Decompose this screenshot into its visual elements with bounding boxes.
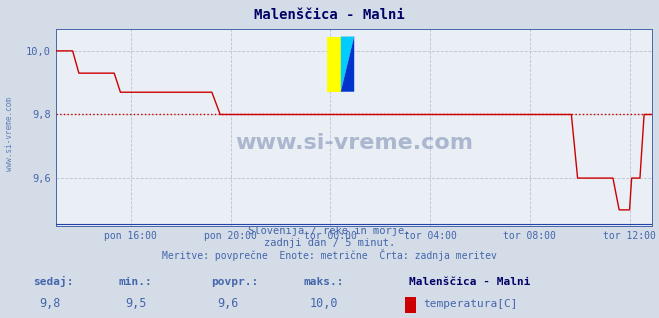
Text: povpr.:: povpr.: xyxy=(211,277,258,287)
Text: maks.:: maks.: xyxy=(303,277,343,287)
Bar xyxy=(328,37,341,92)
Text: Malenščica - Malni: Malenščica - Malni xyxy=(409,277,530,287)
Text: sedaj:: sedaj: xyxy=(33,276,73,287)
Polygon shape xyxy=(341,37,355,92)
Text: Slovenija / reke in morje.: Slovenija / reke in morje. xyxy=(248,226,411,236)
Text: www.si-vreme.com: www.si-vreme.com xyxy=(235,133,473,153)
Text: zadnji dan / 5 minut.: zadnji dan / 5 minut. xyxy=(264,238,395,248)
Text: 9,5: 9,5 xyxy=(125,297,146,310)
Text: 10,0: 10,0 xyxy=(310,297,338,310)
Text: temperatura[C]: temperatura[C] xyxy=(423,299,517,309)
Text: Meritve: povprečne  Enote: metrične  Črta: zadnja meritev: Meritve: povprečne Enote: metrične Črta:… xyxy=(162,249,497,261)
Text: Malenščica - Malni: Malenščica - Malni xyxy=(254,8,405,22)
Text: min.:: min.: xyxy=(119,277,152,287)
Text: 9,6: 9,6 xyxy=(217,297,239,310)
Polygon shape xyxy=(341,37,355,92)
Text: 9,8: 9,8 xyxy=(40,297,61,310)
Text: www.si-vreme.com: www.si-vreme.com xyxy=(5,97,14,170)
